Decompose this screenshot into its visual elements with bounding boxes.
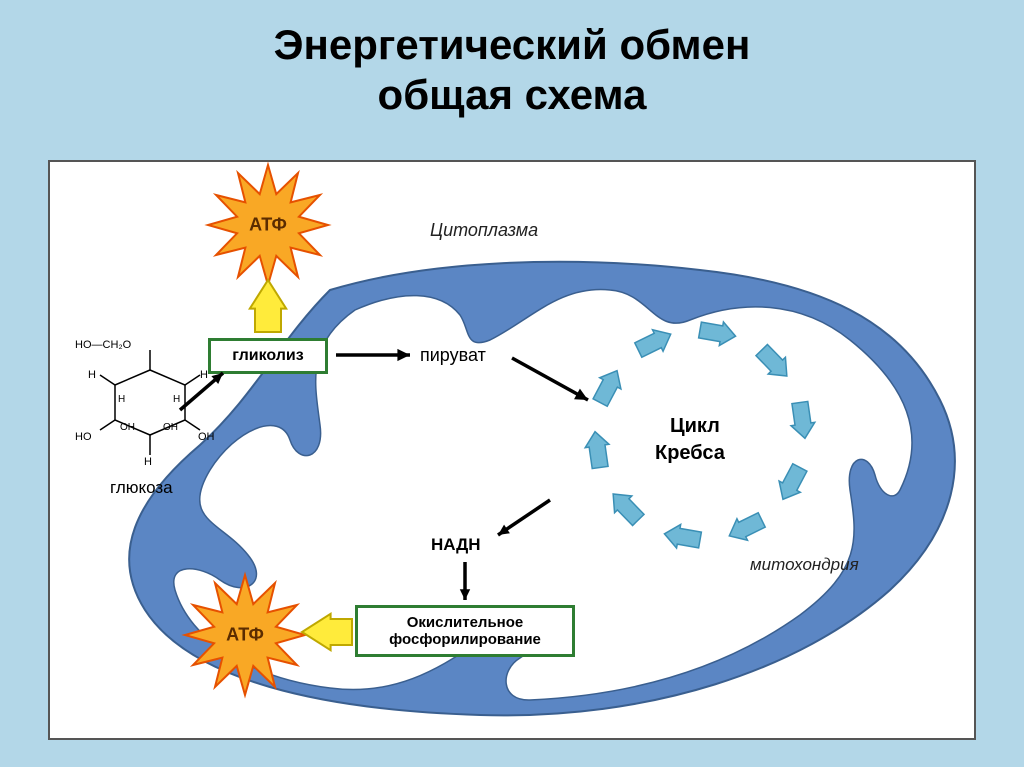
krebs-label-2: Кребса (655, 442, 725, 465)
pyruvate-label: пируват (420, 345, 486, 366)
nadh-label: НАДН (431, 535, 481, 555)
oxphos-label-2: фосфорилирование (370, 631, 560, 648)
glucose-label: глюкоза (110, 478, 173, 498)
atp-label-2: АТФ (226, 625, 264, 646)
svg-text:H: H (144, 456, 152, 468)
svg-text:HO—CH₂O: HO—CH₂O (75, 339, 132, 351)
glycolysis-box: гликолиз (208, 338, 328, 374)
oxphos-label-1: Окислительное (370, 614, 560, 631)
glucose-molecule: HO—CH₂O H H HO OH H H OH OH H (70, 330, 230, 480)
svg-text:HO: HO (75, 431, 92, 443)
svg-text:OH: OH (120, 422, 135, 433)
oxphos-box: Окислительное фосфорилирование (355, 605, 575, 657)
atp-label-1: АТФ (249, 215, 287, 236)
svg-text:H: H (88, 369, 96, 381)
svg-text:H: H (200, 369, 208, 381)
glycolysis-label: гликолиз (232, 347, 303, 364)
mitochondrion-label: митохондрия (750, 555, 859, 575)
svg-text:OH: OH (198, 431, 215, 443)
svg-text:OH: OH (163, 422, 178, 433)
svg-text:H: H (118, 394, 125, 405)
krebs-label-1: Цикл (670, 415, 720, 438)
cytoplasm-label: Цитоплазма (430, 220, 538, 241)
svg-text:H: H (173, 394, 180, 405)
